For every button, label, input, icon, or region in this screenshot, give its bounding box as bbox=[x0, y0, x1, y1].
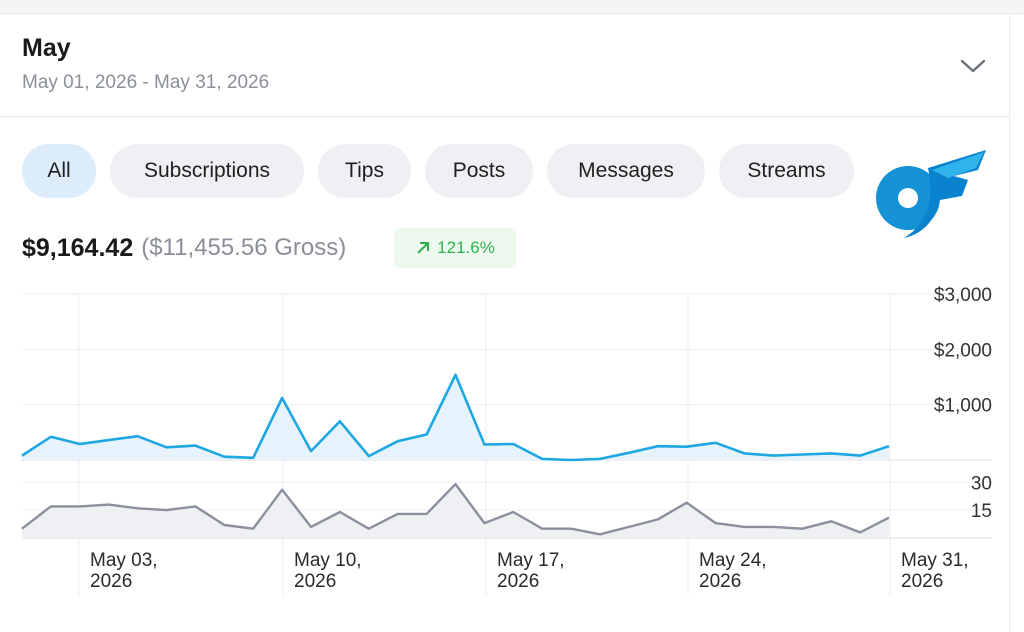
x-tick-label: May 17, 2026 bbox=[497, 550, 565, 592]
chip-posts[interactable]: Posts bbox=[425, 144, 533, 198]
period-header[interactable]: May May 01, 2026 - May 31, 2026 bbox=[0, 14, 1010, 117]
arrow-up-right-icon bbox=[417, 242, 430, 254]
onlyfans-logo bbox=[876, 150, 986, 238]
period-title: May bbox=[22, 34, 71, 62]
earnings-area bbox=[22, 374, 889, 460]
y-tick-label: $2,000 bbox=[934, 340, 992, 361]
chip-subscriptions[interactable]: Subscriptions bbox=[110, 144, 304, 198]
y-tick-label: $3,000 bbox=[934, 285, 992, 306]
earnings-summary: $9,164.42 ($11,455.56 Gross) 121.6% bbox=[22, 228, 516, 268]
chip-tips[interactable]: Tips bbox=[318, 144, 411, 198]
period-date-range: May 01, 2026 - May 31, 2026 bbox=[22, 72, 270, 93]
y-tick-label: $1,000 bbox=[934, 396, 992, 417]
top-strip bbox=[0, 0, 1024, 14]
change-percent: 121.6% bbox=[437, 238, 495, 257]
chip-messages[interactable]: Messages bbox=[547, 144, 705, 198]
x-tick-label: May 03, 2026 bbox=[90, 550, 158, 592]
y-tick-label: 15 bbox=[971, 501, 992, 522]
x-tick-label: May 10, 2026 bbox=[294, 550, 362, 592]
net-earnings: $9,164.42 bbox=[22, 233, 134, 262]
earnings-card: May May 01, 2026 - May 31, 2026 All Subs… bbox=[0, 14, 1010, 632]
gross-earnings: ($11,455.56 Gross) bbox=[141, 234, 347, 261]
x-tick-label: May 31, 2026 bbox=[901, 550, 969, 592]
chip-all[interactable]: All bbox=[22, 144, 96, 198]
x-tick-label: May 24, 2026 bbox=[699, 550, 767, 592]
chevron-down-icon[interactable] bbox=[958, 54, 988, 78]
change-badge: 121.6% bbox=[394, 228, 516, 268]
chip-streams[interactable]: Streams bbox=[719, 144, 854, 198]
y-tick-label: 30 bbox=[971, 473, 992, 494]
count-area bbox=[22, 484, 889, 538]
earnings-chart: $3,000 $2,000 $1,000 30 15 May 03, 2026 May 10,… bbox=[21, 285, 992, 596]
